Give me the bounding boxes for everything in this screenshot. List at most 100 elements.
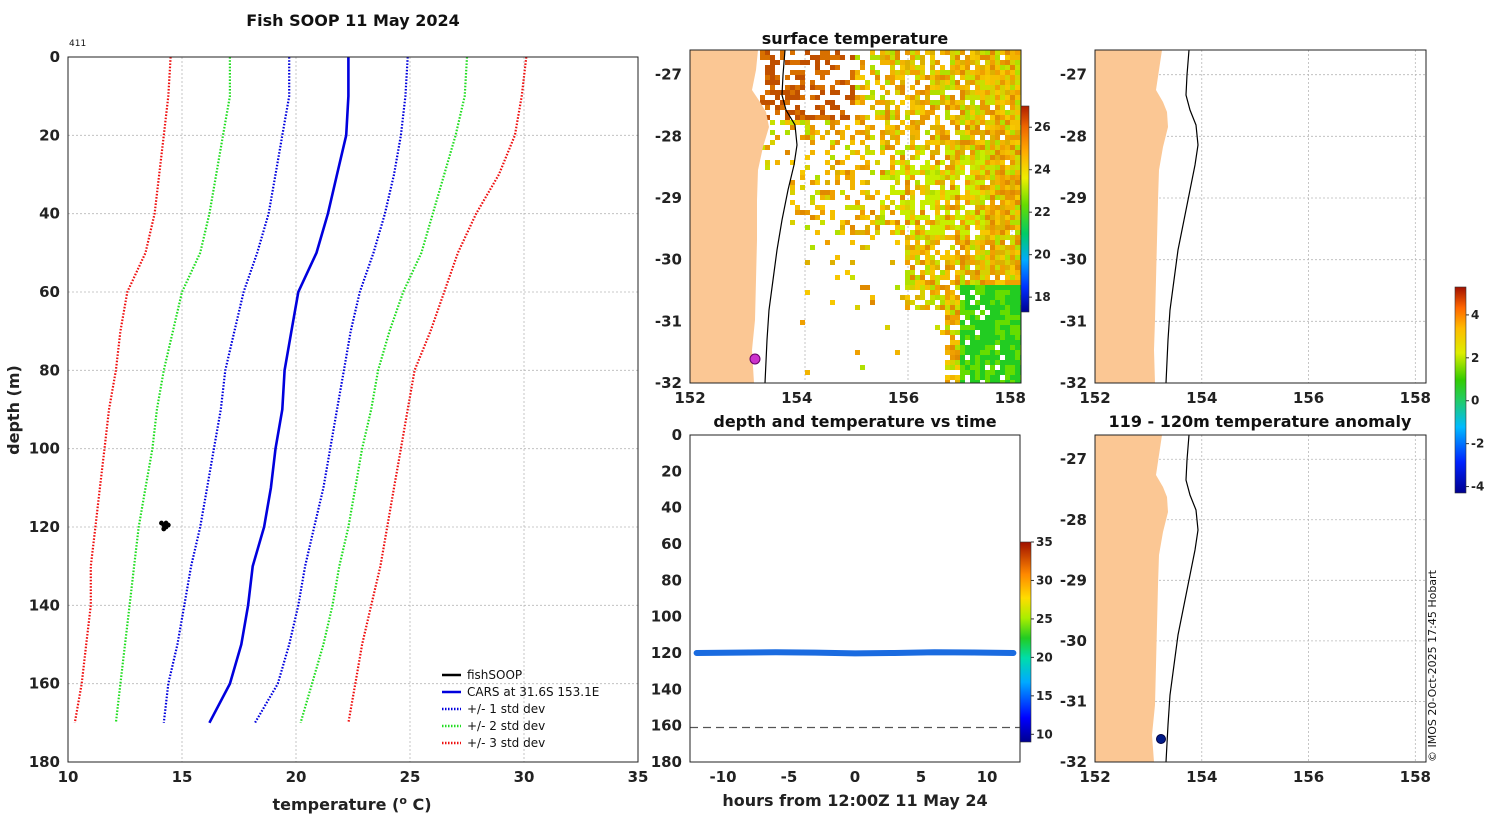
profile-xtick-label: 10 bbox=[58, 768, 79, 786]
sst-cell bbox=[930, 65, 935, 70]
sst-cell bbox=[770, 130, 775, 135]
sst-cell bbox=[910, 55, 915, 60]
sst-cell bbox=[990, 305, 995, 310]
sst-cell bbox=[975, 255, 980, 260]
sst-cell bbox=[950, 260, 955, 265]
sst-cell bbox=[855, 75, 860, 80]
sst-cell bbox=[1005, 300, 1010, 305]
sst-cell bbox=[975, 85, 980, 90]
sst-cell bbox=[790, 200, 795, 205]
sst-cell bbox=[985, 130, 990, 135]
sst-cell bbox=[990, 70, 995, 75]
sst-cell bbox=[1010, 105, 1015, 110]
sst-cell bbox=[930, 190, 935, 195]
sst-cell bbox=[975, 185, 980, 190]
sst-cell bbox=[840, 115, 845, 120]
sst-cell bbox=[975, 365, 980, 370]
sst-cell bbox=[945, 95, 950, 100]
sst-cell bbox=[965, 70, 970, 75]
sst-cell bbox=[990, 80, 995, 85]
sst-cell bbox=[1010, 115, 1015, 120]
sst-cell bbox=[960, 365, 965, 370]
sst-cell bbox=[775, 60, 780, 65]
sst-cell bbox=[1005, 130, 1010, 135]
depth-time-ytick-label: 40 bbox=[661, 499, 682, 517]
sst-cell bbox=[1005, 60, 1010, 65]
sst-cell bbox=[795, 60, 800, 65]
sst-cell bbox=[910, 85, 915, 90]
sst-cell bbox=[805, 125, 810, 130]
sst-cell bbox=[930, 240, 935, 245]
sst-cell bbox=[975, 95, 980, 100]
sst-cell bbox=[900, 225, 905, 230]
sst-cell bbox=[965, 185, 970, 190]
sst-cell bbox=[765, 100, 770, 105]
sst-cell bbox=[1010, 335, 1015, 340]
sst-cell bbox=[1010, 220, 1015, 225]
sst-cell bbox=[925, 50, 930, 55]
sst-cell bbox=[930, 235, 935, 240]
sst-cell bbox=[1015, 195, 1020, 200]
sst-cell bbox=[865, 150, 870, 155]
sst-cell bbox=[825, 170, 830, 175]
sst-cell bbox=[775, 135, 780, 140]
sst-cell bbox=[830, 260, 835, 265]
sst-cell bbox=[925, 285, 930, 290]
sst-cell bbox=[990, 265, 995, 270]
sst-cell bbox=[905, 185, 910, 190]
sst-cell bbox=[830, 145, 835, 150]
sst-cell bbox=[765, 50, 770, 55]
sst-cell bbox=[930, 195, 935, 200]
sst-cell bbox=[970, 80, 975, 85]
sst-cell bbox=[990, 255, 995, 260]
sst-cell bbox=[980, 350, 985, 355]
sst-cell bbox=[875, 70, 880, 75]
sst-cell bbox=[950, 185, 955, 190]
sst-cell bbox=[1010, 275, 1015, 280]
depth-time-colorbar-tick-label: 10 bbox=[1036, 727, 1053, 741]
sst-cell bbox=[940, 95, 945, 100]
sst-cell bbox=[935, 190, 940, 195]
sst-cell bbox=[910, 205, 915, 210]
profile-series-line bbox=[208, 57, 350, 724]
sst-cell bbox=[985, 50, 990, 55]
sst-cell bbox=[915, 250, 920, 255]
sst-cell bbox=[985, 185, 990, 190]
sst-cell bbox=[955, 330, 960, 335]
sst-cell bbox=[910, 170, 915, 175]
sst-cell bbox=[1015, 65, 1020, 70]
sst-cell bbox=[910, 145, 915, 150]
sst-cell bbox=[845, 155, 850, 160]
sst-cell bbox=[900, 170, 905, 175]
sst-cell bbox=[845, 175, 850, 180]
sst-cell bbox=[910, 220, 915, 225]
sst-cell bbox=[905, 245, 910, 250]
sst-cell bbox=[1000, 345, 1005, 350]
sst-cell bbox=[975, 120, 980, 125]
sst-cell bbox=[915, 260, 920, 265]
sst-cell bbox=[975, 350, 980, 355]
sst-cell bbox=[880, 50, 885, 55]
sst-cell bbox=[945, 365, 950, 370]
sst-cell bbox=[1015, 215, 1020, 220]
sst-cell bbox=[830, 85, 835, 90]
sst-cell bbox=[955, 120, 960, 125]
depth-time-xtick-label: 10 bbox=[977, 768, 998, 786]
sst-cell bbox=[795, 95, 800, 100]
sst-cell bbox=[825, 150, 830, 155]
sst-cell bbox=[890, 70, 895, 75]
sst-cell bbox=[930, 105, 935, 110]
sst-cell bbox=[940, 125, 945, 130]
sst-cell bbox=[955, 185, 960, 190]
sst-cell bbox=[955, 50, 960, 55]
sst-cell bbox=[995, 50, 1000, 55]
sst-cell bbox=[905, 270, 910, 275]
map-xtick-label: 152 bbox=[1079, 768, 1110, 786]
sst-cell bbox=[920, 280, 925, 285]
sst-cell bbox=[1015, 50, 1020, 55]
sst-cell bbox=[1005, 250, 1010, 255]
sst-cell bbox=[860, 120, 865, 125]
sst-cell bbox=[980, 110, 985, 115]
sst-cell bbox=[765, 160, 770, 165]
sst-heatmap-cells bbox=[760, 50, 1021, 383]
